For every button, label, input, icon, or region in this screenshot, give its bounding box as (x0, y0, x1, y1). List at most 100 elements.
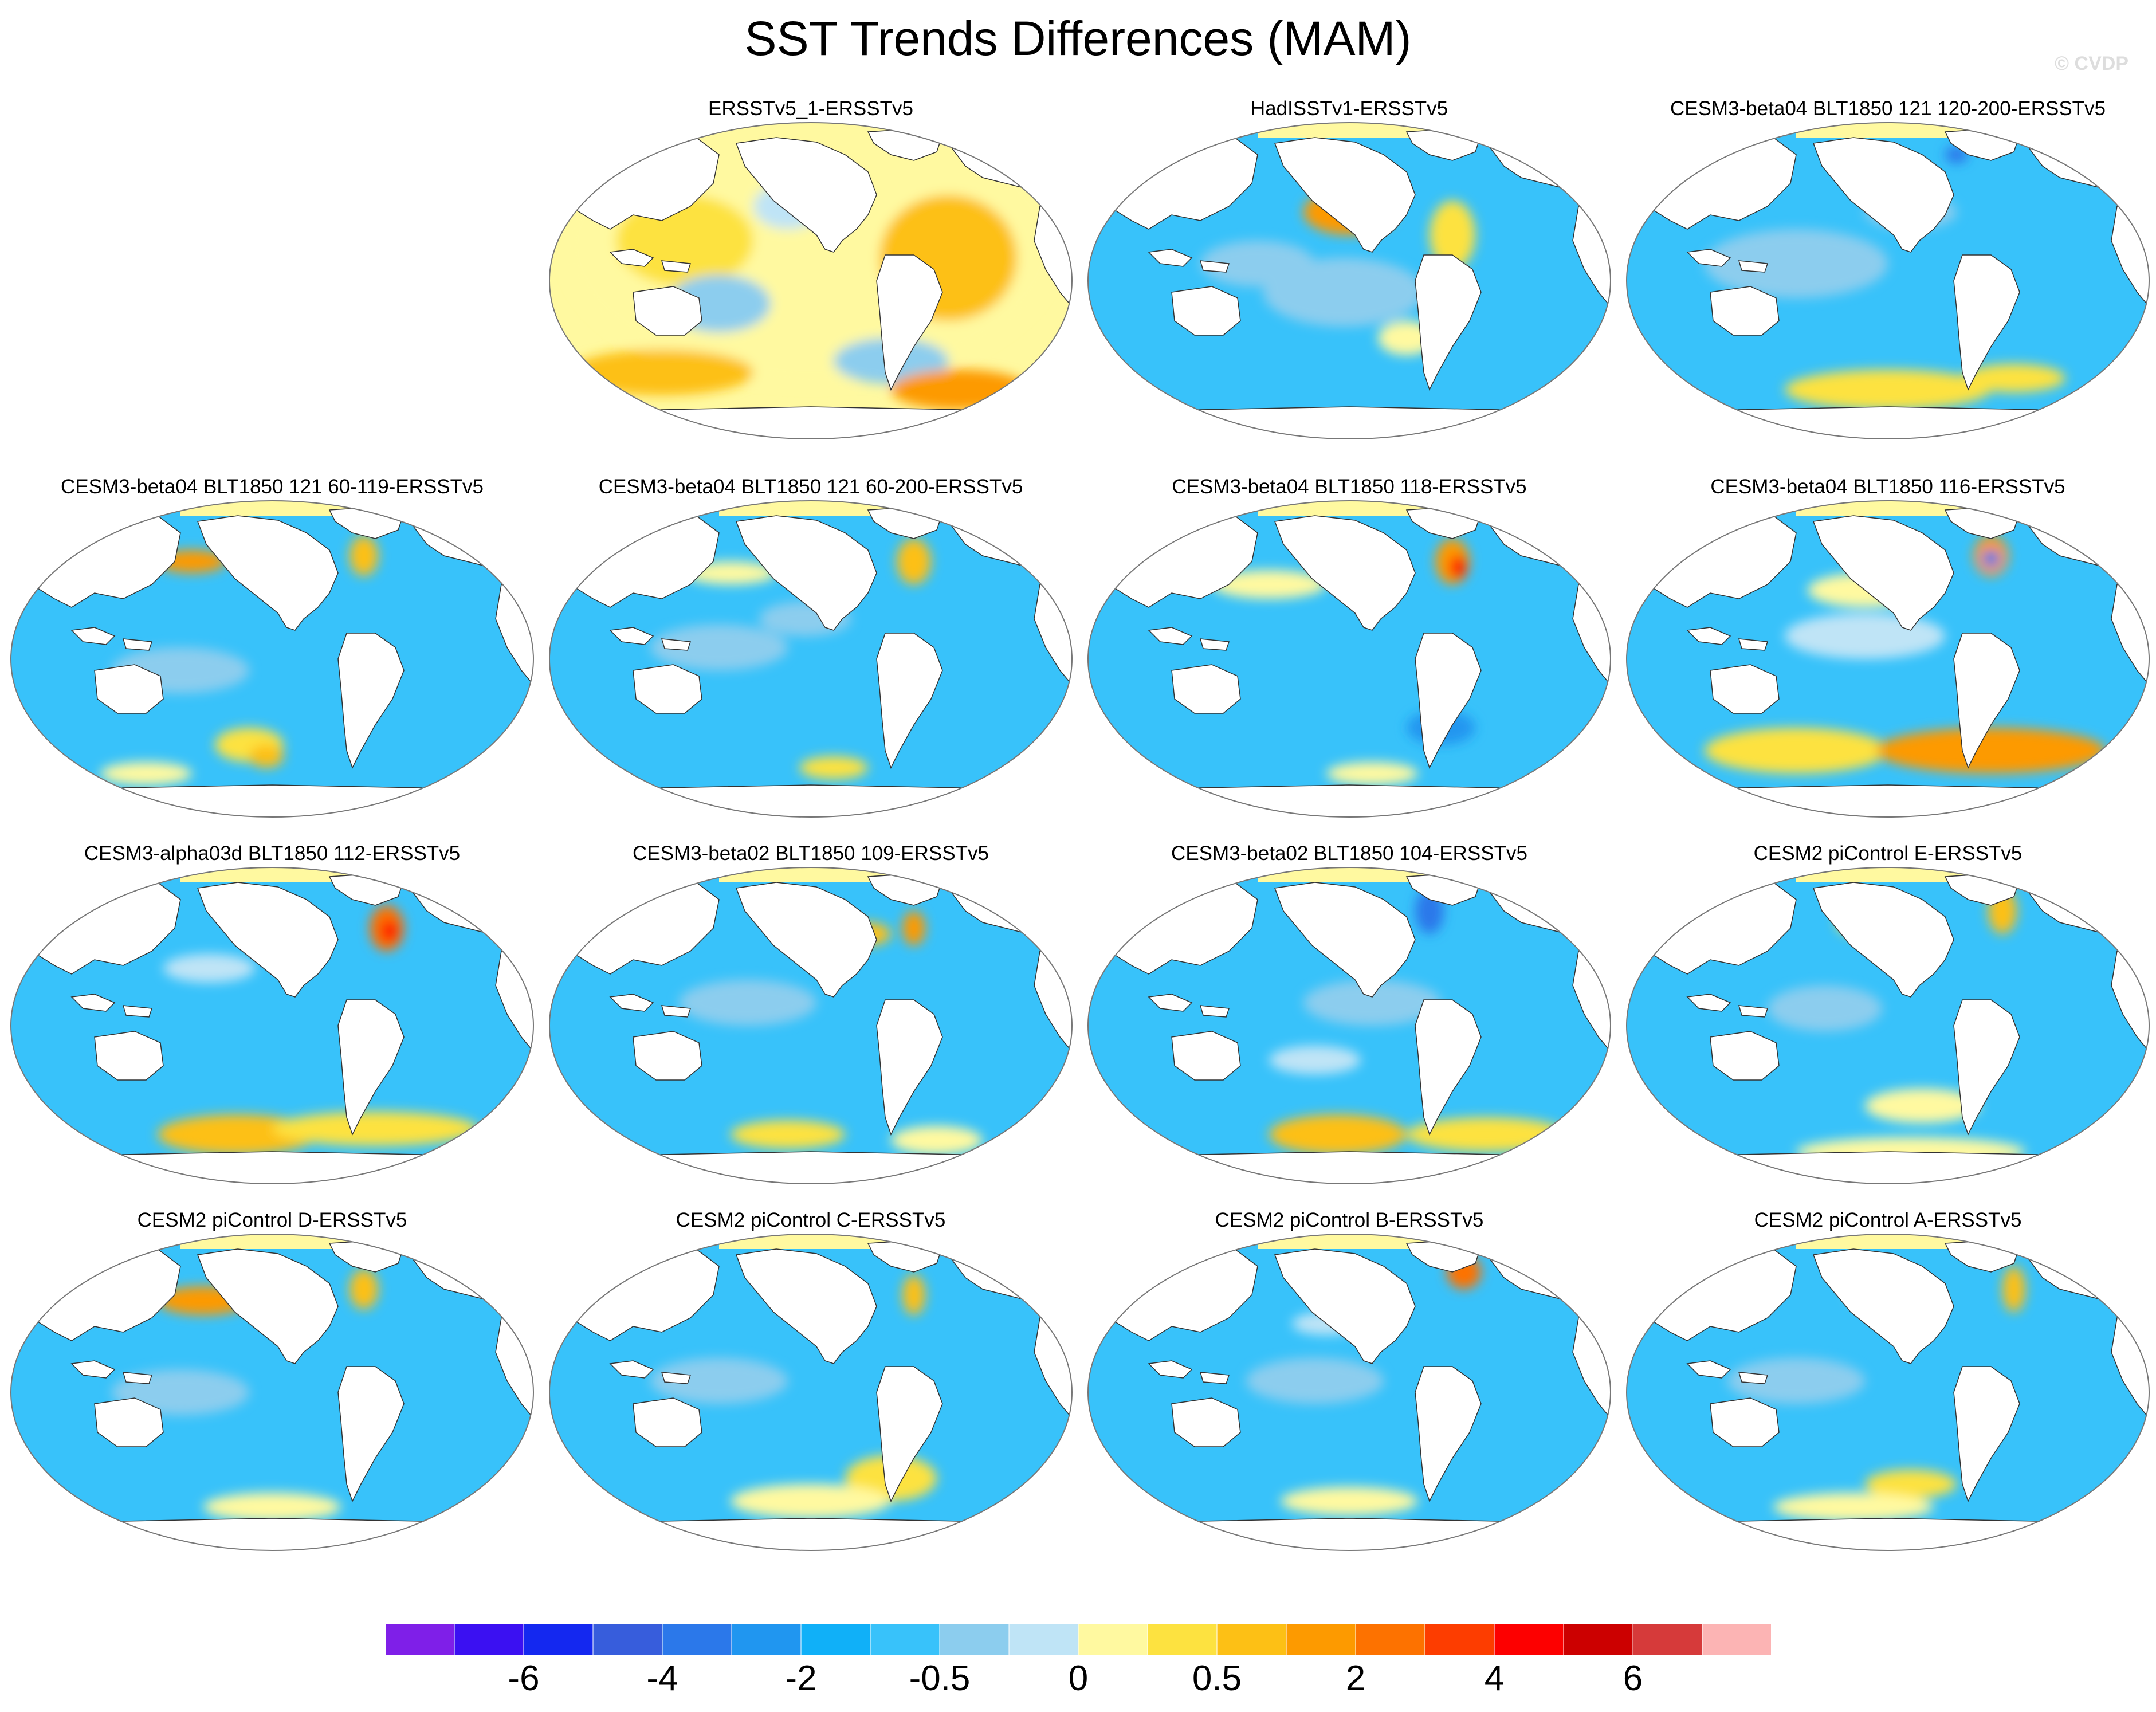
land-maritime (609, 994, 692, 1018)
land-maritime (609, 249, 692, 273)
sst-map (1626, 1234, 2150, 1551)
anomaly-patch (1450, 556, 1467, 579)
figure-title: SST Trends Differences (MAM) (744, 11, 1412, 65)
map-panel: HadISSTv1-ERSSTv5 (1086, 97, 1613, 464)
map-outline (1087, 1234, 1611, 1551)
sst-map (1087, 122, 1611, 439)
panel-title: CESM2 piControl E-ERSSTv5 (1753, 842, 2023, 865)
sst-map (549, 867, 1073, 1184)
land-southAmerica (1415, 254, 1482, 391)
sst-map (1626, 867, 2150, 1184)
colorbar-swatch (1563, 1623, 1633, 1656)
anomaly-patch (1212, 570, 1326, 599)
colorbar-tick-label: 0.5 (1192, 1659, 1242, 1698)
colorbar-swatch (454, 1623, 524, 1656)
anomaly-field (679, 911, 983, 1155)
colorbar-swatch (523, 1623, 594, 1656)
panel-title: CESM3-beta04 BLT1850 121 120-200-ERSSTv5 (1670, 97, 2106, 120)
land-northAmerica (1274, 137, 1416, 253)
map-outline (549, 1234, 1073, 1551)
panel-title: CESM3-beta04 BLT1850 121 60-200-ERSSTv5 (598, 476, 1023, 498)
anomaly-patch (1982, 550, 2000, 567)
anomaly-patch (1269, 1114, 1407, 1155)
land-mask (1088, 506, 1611, 817)
land-northAmerica (197, 1248, 339, 1364)
land-southAmerica (1415, 999, 1482, 1136)
land-southAmerica (876, 633, 943, 769)
land-northAmerica (735, 1248, 877, 1364)
land-southAmerica (876, 254, 943, 391)
map-panel: ERSSTv5_1-ERSSTv5 (547, 97, 1074, 464)
sst-map (1087, 867, 1611, 1184)
sst-map (10, 500, 534, 818)
land-australia (633, 1397, 702, 1447)
map-panel: CESM2 piControl D-ERSSTv5 (9, 1209, 536, 1576)
anomaly-patch (1785, 370, 1991, 410)
land-maritime (1148, 249, 1230, 273)
colorbar-swatch (385, 1623, 455, 1656)
sst-map (1626, 122, 2150, 439)
anomaly-patch (1876, 728, 2106, 773)
anomaly-patch (1269, 1046, 1361, 1074)
colorbar-swatch (1008, 1623, 1079, 1656)
map-outline (10, 1234, 534, 1551)
sst-map (549, 500, 1073, 818)
land-maritime (609, 627, 692, 651)
land-antarctica (1088, 784, 1611, 817)
land-mask (11, 506, 533, 817)
anomaly-patch (349, 1269, 378, 1309)
land-australia (1171, 1397, 1241, 1447)
map-outline (1626, 1234, 2150, 1551)
land-australia (633, 286, 702, 336)
land-maritime (70, 1360, 153, 1384)
land-northAmerica (1274, 515, 1416, 631)
anomaly-patch (1263, 258, 1424, 327)
anomaly-patch (902, 911, 925, 945)
sst-map (1087, 1234, 1611, 1551)
land-maritime (1148, 627, 1230, 651)
colorbar-swatch (1424, 1623, 1495, 1656)
anomaly-patch (891, 370, 1028, 410)
land-maritime (1686, 627, 1769, 651)
land-southAmerica (1415, 1366, 1482, 1502)
land-australia (1710, 1397, 1780, 1447)
anomaly-patch (731, 1120, 845, 1149)
map-panel: CESM2 piControl A-ERSSTv5 (1624, 1209, 2151, 1576)
land-northAmerica (197, 882, 339, 998)
land-australia (1710, 286, 1780, 336)
anomaly-patch (1865, 1470, 1957, 1498)
land-antarctica (549, 784, 1072, 817)
land-antarctica (1627, 1518, 2149, 1550)
colorbar-swatch (662, 1623, 732, 1656)
land-southAmerica (337, 999, 405, 1136)
colorbar-swatch (870, 1623, 940, 1656)
anomaly-patch (897, 539, 931, 584)
sst-map (549, 122, 1073, 439)
panel-title: CESM3-alpha03d BLT1850 112-ERSSTv5 (84, 842, 461, 865)
anomaly-field (650, 1275, 937, 1518)
colorbar-swatch (1632, 1623, 1703, 1656)
map-outline (1626, 500, 2150, 818)
panel-title: CESM3-beta04 BLT1850 121 60-119-ERSSTv5 (60, 476, 484, 498)
land-australia (94, 1397, 164, 1447)
panel-title: CESM2 piControl D-ERSSTv5 (137, 1209, 407, 1231)
sst-map (1626, 500, 2150, 818)
colorbar-tick-label: 6 (1623, 1659, 1643, 1698)
map-panel: CESM3-alpha03d BLT1850 112-ERSSTv5 (9, 842, 536, 1209)
map-panel: CESM3-beta04 BLT1850 118-ERSSTv5 (1086, 476, 1613, 842)
land-antarctica (11, 1518, 533, 1550)
colorbar-tick-label: 2 (1345, 1659, 1366, 1698)
anomaly-field (158, 905, 478, 1155)
map-outline (10, 867, 534, 1184)
land-northAmerica (197, 515, 339, 631)
anomaly-patch (650, 1358, 788, 1404)
land-northAmerica (1812, 137, 1954, 253)
land-antarctica (1627, 784, 2149, 817)
land-southAmerica (1415, 633, 1482, 769)
panel-title: HadISSTv1-ERSSTv5 (1250, 97, 1448, 120)
map-outline (549, 122, 1073, 439)
anomaly-patch (891, 1126, 983, 1155)
map-outline (1087, 122, 1611, 439)
land-southAmerica (1953, 254, 2020, 391)
land-southAmerica (876, 999, 943, 1136)
